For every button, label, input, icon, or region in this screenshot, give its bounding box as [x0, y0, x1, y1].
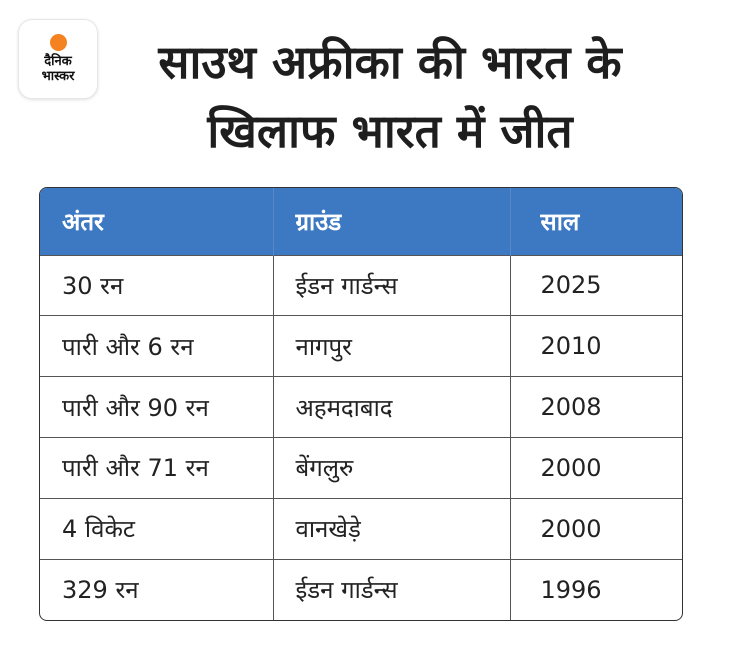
dainik-bhaskar-logo: दैनिक भास्कर — [18, 19, 98, 99]
results-table-grid: अंतर ग्राउंड साल 30 रन ईडन गार्डन्स 2025… — [40, 188, 682, 620]
table-row: पारी और 6 रन नागपुर 2010 — [40, 315, 682, 377]
table-row: 329 रन ईडन गार्डन्स 1996 — [40, 558, 682, 620]
cell-margin: पारी और 90 रन — [40, 376, 274, 438]
cell-year: 2000 — [510, 436, 682, 499]
cell-ground: अहमदाबाद — [273, 376, 511, 438]
cell-ground: बेंगलुरु — [273, 436, 511, 499]
sun-icon — [49, 34, 67, 51]
results-table: अंतर ग्राउंड साल 30 रन ईडन गार्डन्स 2025… — [39, 187, 683, 621]
column-header-margin: अंतर — [40, 188, 274, 255]
cell-year: 2025 — [510, 254, 682, 316]
title-line-2: खिलाफ भारत में जीत — [207, 104, 573, 158]
column-header-year: साल — [540, 207, 580, 236]
cell-ground: नागपुर — [273, 315, 511, 377]
cell-year: 1996 — [510, 558, 682, 620]
table-row: पारी और 90 रन अहमदाबाद 2008 — [40, 376, 682, 438]
cell-year: 2000 — [510, 497, 682, 560]
cell-year: 2010 — [510, 315, 682, 377]
cell-ground: ईडन गार्डन्स — [273, 558, 511, 620]
logo-text-line2: भास्कर — [41, 69, 75, 84]
page-title: साउथ अफ्रीका की भारत के खिलाफ भारत में ज… — [110, 28, 670, 166]
cell-margin: 4 विकेट — [40, 497, 274, 560]
table-row: 4 विकेट वानखेड़े 2000 — [40, 497, 682, 560]
cell-ground: ईडन गार्डन्स — [273, 254, 511, 316]
table-row: पारी और 71 रन बेंगलुरु 2000 — [40, 436, 682, 499]
cell-margin: पारी और 6 रन — [40, 315, 274, 377]
cell-margin: 329 रन — [40, 558, 274, 620]
cell-ground: वानखेड़े — [273, 497, 511, 560]
logo-text-line1: दैनिक — [44, 54, 72, 69]
table-header-row: अंतर ग्राउंड साल — [40, 188, 682, 255]
table-row: 30 रन ईडन गार्डन्स 2025 — [40, 254, 682, 316]
cell-margin: पारी और 71 रन — [40, 436, 274, 499]
cell-year: 2008 — [510, 376, 682, 438]
cell-margin: 30 रन — [40, 254, 274, 316]
column-header-ground: ग्राउंड — [273, 188, 511, 255]
title-line-1: साउथ अफ्रीका की भारत के — [158, 35, 622, 89]
